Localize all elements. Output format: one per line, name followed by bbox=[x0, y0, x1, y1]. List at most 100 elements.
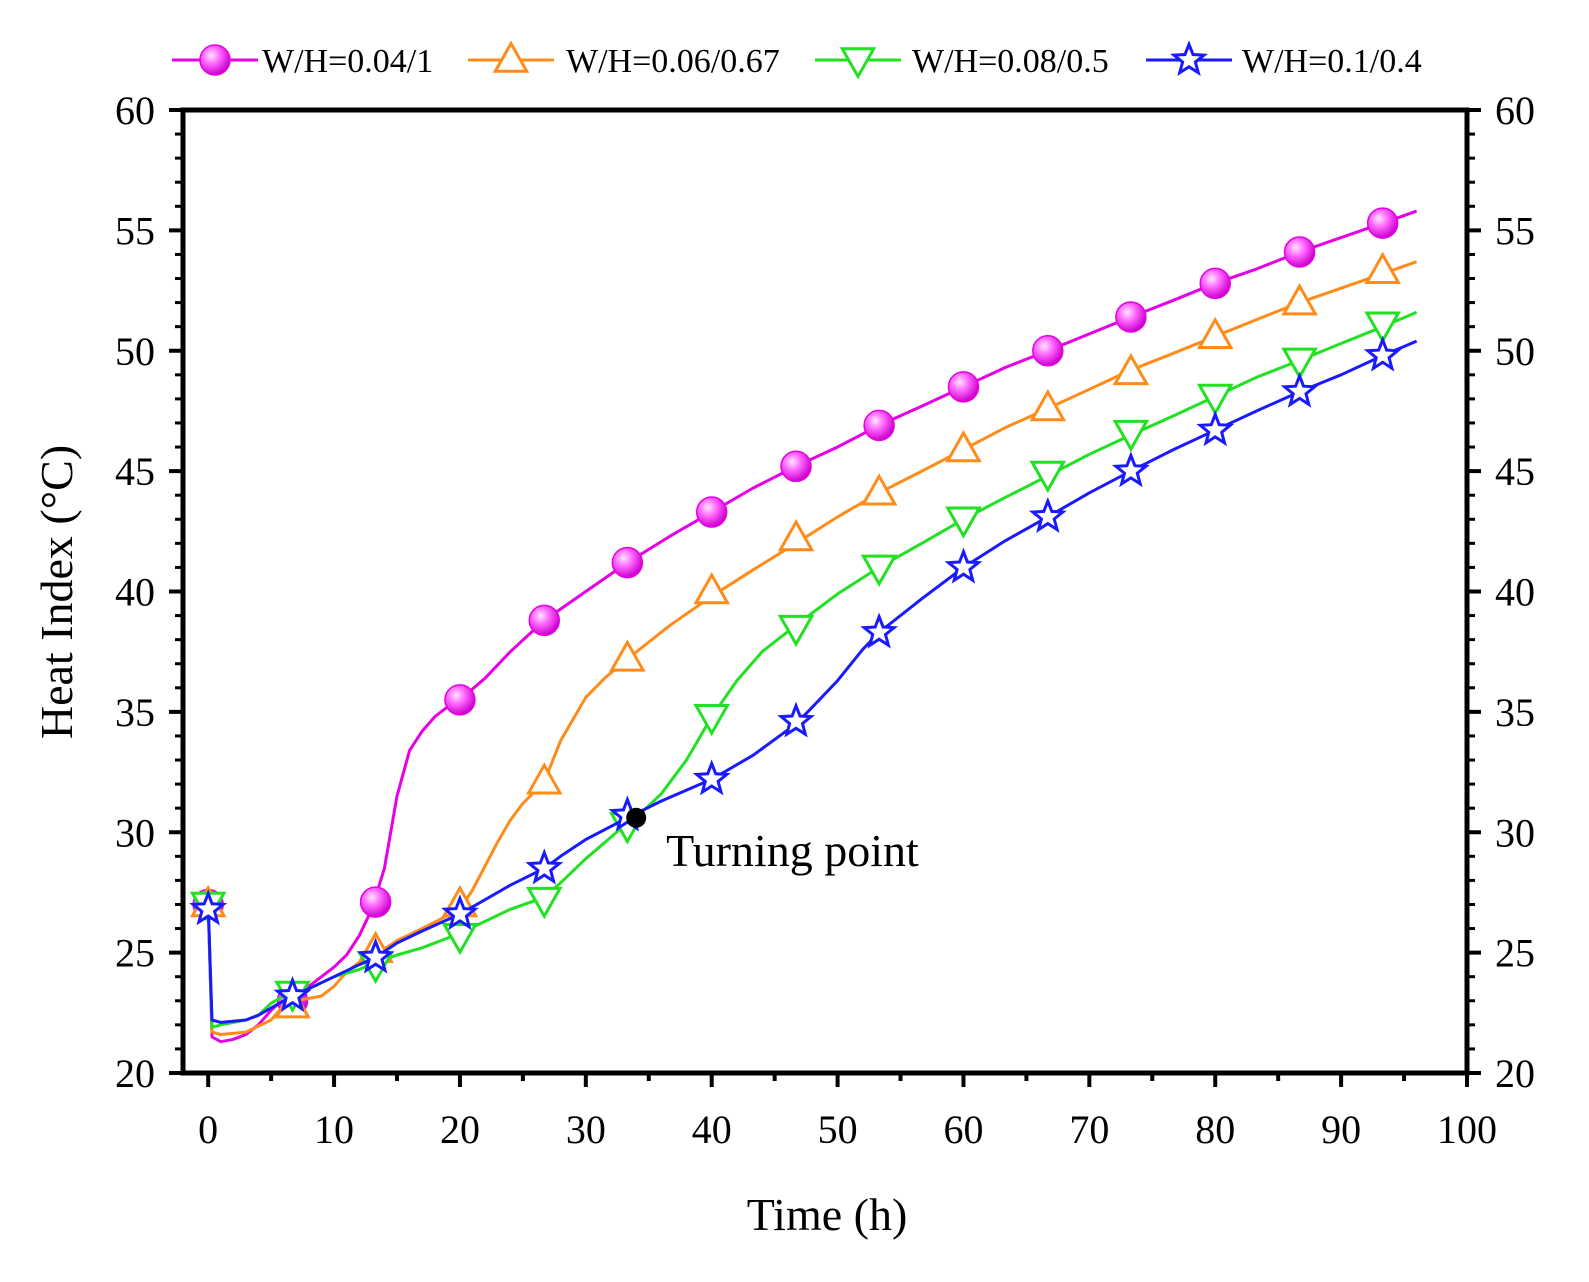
series-line bbox=[206, 209, 1418, 1044]
y-axis-title: Heat Index (°C) bbox=[31, 445, 82, 739]
data-point bbox=[1111, 451, 1150, 488]
legend-label: W/H=0.08/0.5 bbox=[912, 43, 1109, 80]
data-point bbox=[695, 496, 728, 528]
data-point bbox=[273, 976, 312, 1013]
data-point bbox=[1199, 267, 1231, 300]
series-2 bbox=[189, 251, 1418, 1036]
y-tick-label-right: 60 bbox=[1495, 88, 1535, 133]
y-tick-label-left: 25 bbox=[115, 931, 155, 976]
data-point bbox=[945, 429, 982, 463]
legend-item-1: W/H=0.04/1 bbox=[172, 43, 433, 80]
y-tick-label-left: 60 bbox=[115, 88, 155, 133]
legend-marker bbox=[492, 40, 530, 73]
y-tick-label-right: 45 bbox=[1495, 449, 1535, 494]
plot-frame bbox=[180, 107, 1470, 1076]
data-point bbox=[693, 571, 731, 605]
data-point bbox=[525, 848, 564, 885]
y-tick-label-left: 55 bbox=[115, 208, 155, 253]
data-point bbox=[1032, 335, 1064, 367]
y-tick-label-left: 35 bbox=[115, 690, 155, 735]
data-point bbox=[525, 886, 563, 920]
data-point bbox=[1112, 419, 1150, 453]
y-tick-label-right: 55 bbox=[1495, 208, 1535, 253]
data-point bbox=[777, 701, 815, 738]
y-tick-label-right: 20 bbox=[1495, 1051, 1535, 1096]
data-point bbox=[1364, 311, 1401, 344]
data-point bbox=[944, 547, 983, 584]
x-tick-label: 100 bbox=[1437, 1107, 1497, 1152]
data-point bbox=[860, 473, 898, 506]
y-tick-label-right: 25 bbox=[1495, 931, 1535, 976]
data-point bbox=[1281, 283, 1318, 316]
y-tick-label-right: 40 bbox=[1495, 570, 1535, 615]
legend-item-2: W/H=0.06/0.67 bbox=[468, 40, 780, 80]
series-4 bbox=[189, 335, 1418, 1024]
data-point bbox=[189, 889, 228, 926]
legend-marker bbox=[839, 47, 877, 80]
data-point bbox=[1112, 352, 1150, 386]
x-tick-label: 80 bbox=[1195, 1107, 1235, 1152]
legend-item-3: W/H=0.08/0.5 bbox=[815, 43, 1109, 80]
x-tick-label: 60 bbox=[943, 1107, 983, 1152]
data-point bbox=[1196, 410, 1235, 447]
x-tick-label: 90 bbox=[1321, 1107, 1361, 1152]
data-point bbox=[444, 684, 476, 716]
data-point bbox=[780, 450, 812, 483]
x-tick-label: 0 bbox=[198, 1107, 218, 1152]
legend-marker bbox=[199, 44, 231, 76]
y-tick-label-left: 45 bbox=[115, 449, 155, 494]
data-point bbox=[1029, 388, 1067, 422]
x-tick-label: 30 bbox=[566, 1107, 606, 1152]
legend-item-4: W/H=0.1/0.4 bbox=[1146, 40, 1422, 80]
y-tick-label-left: 40 bbox=[115, 570, 155, 615]
data-point bbox=[1283, 236, 1316, 268]
data-point bbox=[356, 937, 395, 974]
data-point bbox=[863, 409, 895, 442]
data-point bbox=[693, 703, 731, 737]
data-point bbox=[692, 759, 731, 796]
series-line bbox=[206, 339, 1418, 1024]
data-point bbox=[860, 554, 898, 587]
legend: W/H=0.04/1 W/H=0.06/0.67 W/H=0.08/0.5 W/H=0… bbox=[172, 40, 1422, 80]
y-tick-label-right: 50 bbox=[1495, 329, 1535, 374]
y-tick-label-right: 35 bbox=[1495, 690, 1535, 735]
x-tick-label: 20 bbox=[440, 1107, 480, 1152]
data-point bbox=[860, 612, 899, 649]
legend-marker bbox=[1170, 40, 1208, 77]
data-point bbox=[777, 614, 815, 648]
data-point bbox=[609, 639, 646, 672]
data-point bbox=[1196, 316, 1234, 350]
data-point bbox=[359, 886, 392, 918]
data-point bbox=[1028, 496, 1067, 533]
data-point bbox=[945, 506, 982, 539]
data-point bbox=[441, 894, 479, 931]
x-axis-title: Time (h) bbox=[747, 1189, 908, 1240]
data-point bbox=[1115, 301, 1147, 333]
annotation: Turning point bbox=[626, 807, 919, 876]
turning-point-dot bbox=[626, 807, 647, 828]
series-layer bbox=[189, 207, 1418, 1044]
x-tick-label: 50 bbox=[818, 1107, 858, 1152]
data-point bbox=[528, 604, 561, 637]
legend-label: W/H=0.1/0.4 bbox=[1242, 43, 1422, 80]
y-tick-label-left: 20 bbox=[115, 1051, 155, 1096]
data-point bbox=[947, 371, 980, 403]
legend-label: W/H=0.04/1 bbox=[262, 43, 433, 80]
x-tick-label: 70 bbox=[1069, 1107, 1109, 1152]
data-point bbox=[1366, 207, 1399, 239]
legend-label: W/H=0.06/0.67 bbox=[566, 43, 780, 80]
data-point bbox=[1029, 460, 1067, 494]
x-tick-label: 40 bbox=[692, 1107, 732, 1152]
series-3 bbox=[189, 310, 1418, 1029]
axes-layer: 0 10 20 30 40 50 60 70 80 90 100 20 20 25 25 30 30 35 35 40… bbox=[115, 88, 1535, 1152]
y-tick-label-left: 30 bbox=[115, 810, 155, 855]
y-tick-label-left: 50 bbox=[115, 329, 155, 374]
y-tick-label-right: 30 bbox=[1495, 810, 1535, 855]
data-point bbox=[525, 762, 563, 795]
data-point bbox=[441, 923, 479, 956]
data-point bbox=[1280, 371, 1319, 408]
series-line bbox=[206, 260, 1418, 1036]
turning-point-label: Turning point bbox=[666, 825, 919, 876]
x-tick-label: 10 bbox=[314, 1107, 354, 1152]
